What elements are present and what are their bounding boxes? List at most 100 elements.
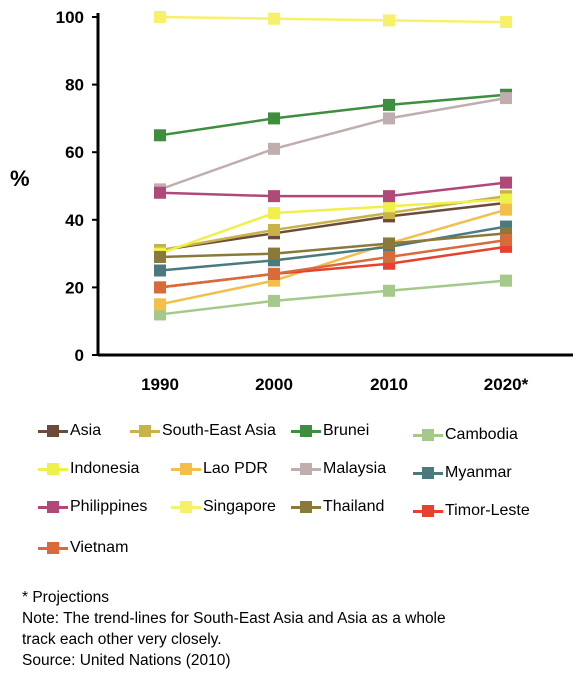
data-point [154,11,166,23]
y-tick-label: 40 [65,211,84,230]
data-point [154,298,166,311]
legend-item: Timor-Leste [413,500,530,522]
legend-item: Brunei [291,420,369,442]
data-point [383,190,395,203]
data-point [500,92,512,105]
projections-note: * Projections [22,589,110,606]
legend-swatch [413,428,443,442]
chart: 0 20 40 60 80 100 1990 2000 2010 2020* % [10,8,573,394]
series-line [159,232,507,259]
series-line [159,279,507,316]
data-point [154,250,166,263]
series-line [159,201,507,252]
data-point [383,284,395,297]
y-tick-label: 60 [65,143,84,162]
series-line [159,225,507,272]
y-axis-label: % [10,166,30,191]
series-line [159,208,507,306]
data-point [268,112,280,125]
legend-item: Singapore [171,496,276,518]
data-point [500,274,512,287]
data-point [383,200,395,213]
y-tick-label: 20 [65,278,84,297]
data-point [383,250,395,263]
data-point [383,98,395,111]
source-note: Source: United Nations (2010) [22,652,231,669]
data-point [500,203,512,216]
legend-label: Singapore [203,498,276,515]
data-point [268,254,280,267]
data-point [268,294,280,307]
legend-swatch [413,504,443,518]
data-point [154,308,166,321]
data-point [268,142,280,155]
legend-item: Thailand [291,496,384,518]
legend-label: Philippines [70,498,148,515]
series-cambodia [154,274,512,321]
data-point [500,234,512,247]
series-south-east-asia [154,190,512,257]
legend-label: Lao PDR [203,460,268,477]
legend-label: Vietnam [70,539,129,556]
trend-note-line-2: track each other very closely. [22,631,222,648]
x-tick-label: 2010 [370,375,408,394]
legend-label: Cambodia [445,426,518,443]
legend-label: Malaysia [323,460,387,477]
series-line [159,96,507,191]
legend-label: Indonesia [70,460,140,477]
legend-swatch [291,462,321,476]
series-line [159,238,507,289]
y-tick-label: 100 [56,8,84,27]
legend-swatch [38,424,68,438]
legend-swatch [413,466,443,480]
legend-item: South-East Asia [130,420,276,442]
legend-label: Myanmar [445,464,512,481]
x-tick-label: 2020* [484,375,529,394]
legend-label: South-East Asia [162,422,276,439]
series-philippines [154,176,512,203]
legend-item: Vietnam [38,537,128,559]
legend-swatch [291,500,321,514]
legend-swatch [38,500,68,514]
legend-swatch [38,462,68,476]
data-point [500,193,512,206]
series-line [159,93,507,137]
series-vietnam [154,234,512,294]
legend: Asia South-East Asia Brunei Cambodia Indones… [38,420,576,570]
series-line [159,194,507,252]
series-lines [154,11,512,321]
legend-item: Malaysia [291,458,386,480]
legend-swatch [38,541,68,555]
legend-swatch [291,424,321,438]
data-point [268,267,280,280]
tick-labels: 0 20 40 60 80 100 1990 2000 2010 2020* [56,8,529,394]
series-indonesia [154,193,512,260]
data-point [500,176,512,189]
series-thailand [154,227,512,263]
series-line [159,15,507,24]
legend-item: Cambodia [413,424,518,446]
legend-swatch [171,500,201,514]
data-point [500,16,512,29]
legend-item: Indonesia [38,458,139,480]
series-singapore [154,11,512,29]
data-point [268,207,280,220]
series-malaysia [154,92,512,196]
x-tick-label: 1990 [141,375,179,394]
data-point [154,264,166,277]
data-point [154,281,166,294]
legend-swatch [171,462,201,476]
axes [96,13,573,357]
data-point [268,223,280,236]
legend-label: Brunei [323,422,370,439]
data-point [383,14,395,27]
series-lao-pdr [154,203,512,311]
data-point [383,112,395,125]
data-point [154,186,166,199]
series-line [159,198,507,255]
y-tick-label: 80 [65,76,84,95]
legend-item: Philippines [38,496,147,518]
series-line [159,181,507,198]
legend-item: Lao PDR [171,458,268,480]
legend-swatch [130,424,160,438]
